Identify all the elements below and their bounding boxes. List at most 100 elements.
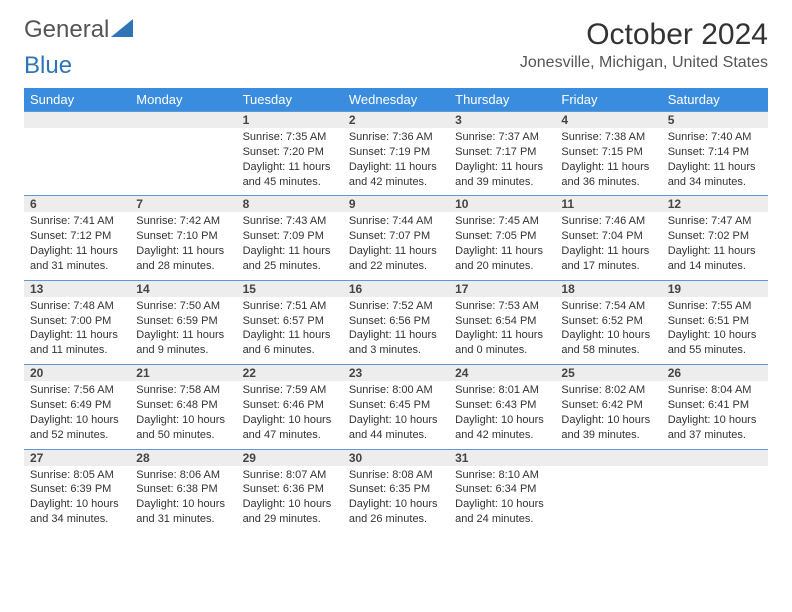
day-23-info: Sunrise: 8:00 AMSunset: 6:45 PMDaylight:… bbox=[343, 381, 449, 449]
dow-monday: Monday bbox=[130, 88, 236, 112]
day-2-sr: Sunrise: 7:36 AM bbox=[349, 130, 443, 145]
day-22-sr: Sunrise: 7:59 AM bbox=[243, 383, 337, 398]
dow-sunday: Sunday bbox=[24, 88, 130, 112]
daynum-23: 23 bbox=[343, 365, 449, 382]
day-8-sr: Sunrise: 7:43 AM bbox=[243, 214, 337, 229]
day-5-info: Sunrise: 7:40 AMSunset: 7:14 PMDaylight:… bbox=[662, 128, 768, 196]
day-21-dl2: and 50 minutes. bbox=[136, 428, 230, 443]
day-9-info: Sunrise: 7:44 AMSunset: 7:07 PMDaylight:… bbox=[343, 212, 449, 280]
day-14-sr: Sunrise: 7:50 AM bbox=[136, 299, 230, 314]
day-27-ss: Sunset: 6:39 PM bbox=[30, 482, 124, 497]
day-29-info: Sunrise: 8:07 AMSunset: 6:36 PMDaylight:… bbox=[237, 466, 343, 533]
day-27-info: Sunrise: 8:05 AMSunset: 6:39 PMDaylight:… bbox=[24, 466, 130, 533]
day-1-sr: Sunrise: 7:35 AM bbox=[243, 130, 337, 145]
day-3-info: Sunrise: 7:37 AMSunset: 7:17 PMDaylight:… bbox=[449, 128, 555, 196]
day-22-info: Sunrise: 7:59 AMSunset: 6:46 PMDaylight:… bbox=[237, 381, 343, 449]
day-21-info: Sunrise: 7:58 AMSunset: 6:48 PMDaylight:… bbox=[130, 381, 236, 449]
day-25-dl2: and 39 minutes. bbox=[561, 428, 655, 443]
daynum-24: 24 bbox=[449, 365, 555, 382]
day-1-info: Sunrise: 7:35 AMSunset: 7:20 PMDaylight:… bbox=[237, 128, 343, 196]
day-15-sr: Sunrise: 7:51 AM bbox=[243, 299, 337, 314]
week-1-body: Sunrise: 7:41 AMSunset: 7:12 PMDaylight:… bbox=[24, 212, 768, 280]
day-4-info: Sunrise: 7:38 AMSunset: 7:15 PMDaylight:… bbox=[555, 128, 661, 196]
day-9-dl1: Daylight: 11 hours bbox=[349, 244, 443, 259]
empty-cell bbox=[662, 449, 768, 466]
day-1-ss: Sunset: 7:20 PM bbox=[243, 145, 337, 160]
day-30-sr: Sunrise: 8:08 AM bbox=[349, 468, 443, 483]
day-27-sr: Sunrise: 8:05 AM bbox=[30, 468, 124, 483]
day-5-ss: Sunset: 7:14 PM bbox=[668, 145, 762, 160]
day-11-sr: Sunrise: 7:46 AM bbox=[561, 214, 655, 229]
day-2-ss: Sunset: 7:19 PM bbox=[349, 145, 443, 160]
week-1-daynums: 6789101112 bbox=[24, 196, 768, 213]
daynum-4: 4 bbox=[555, 112, 661, 129]
day-9-dl2: and 22 minutes. bbox=[349, 259, 443, 274]
day-28-dl1: Daylight: 10 hours bbox=[136, 497, 230, 512]
day-3-dl2: and 39 minutes. bbox=[455, 175, 549, 190]
daynum-8: 8 bbox=[237, 196, 343, 213]
day-30-dl2: and 26 minutes. bbox=[349, 512, 443, 527]
daynum-12: 12 bbox=[662, 196, 768, 213]
dow-saturday: Saturday bbox=[662, 88, 768, 112]
day-29-sr: Sunrise: 8:07 AM bbox=[243, 468, 337, 483]
day-18-sr: Sunrise: 7:54 AM bbox=[561, 299, 655, 314]
day-9-ss: Sunset: 7:07 PM bbox=[349, 229, 443, 244]
day-26-dl1: Daylight: 10 hours bbox=[668, 413, 762, 428]
day-31-ss: Sunset: 6:34 PM bbox=[455, 482, 549, 497]
daynum-14: 14 bbox=[130, 280, 236, 297]
day-12-sr: Sunrise: 7:47 AM bbox=[668, 214, 762, 229]
day-30-info: Sunrise: 8:08 AMSunset: 6:35 PMDaylight:… bbox=[343, 466, 449, 533]
calendar-page: General October 2024 Jonesville, Michiga… bbox=[0, 0, 792, 551]
day-23-sr: Sunrise: 8:00 AM bbox=[349, 383, 443, 398]
day-30-dl1: Daylight: 10 hours bbox=[349, 497, 443, 512]
daynum-15: 15 bbox=[237, 280, 343, 297]
day-7-dl1: Daylight: 11 hours bbox=[136, 244, 230, 259]
day-29-dl2: and 29 minutes. bbox=[243, 512, 337, 527]
daynum-21: 21 bbox=[130, 365, 236, 382]
day-25-info: Sunrise: 8:02 AMSunset: 6:42 PMDaylight:… bbox=[555, 381, 661, 449]
day-1-dl1: Daylight: 11 hours bbox=[243, 160, 337, 175]
day-14-info: Sunrise: 7:50 AMSunset: 6:59 PMDaylight:… bbox=[130, 297, 236, 365]
day-14-ss: Sunset: 6:59 PM bbox=[136, 314, 230, 329]
week-3-body: Sunrise: 7:56 AMSunset: 6:49 PMDaylight:… bbox=[24, 381, 768, 449]
day-26-sr: Sunrise: 8:04 AM bbox=[668, 383, 762, 398]
location: Jonesville, Michigan, United States bbox=[520, 54, 768, 72]
day-3-ss: Sunset: 7:17 PM bbox=[455, 145, 549, 160]
day-10-dl1: Daylight: 11 hours bbox=[455, 244, 549, 259]
day-19-sr: Sunrise: 7:55 AM bbox=[668, 299, 762, 314]
day-4-sr: Sunrise: 7:38 AM bbox=[561, 130, 655, 145]
day-8-info: Sunrise: 7:43 AMSunset: 7:09 PMDaylight:… bbox=[237, 212, 343, 280]
empty-cell bbox=[130, 128, 236, 196]
day-3-dl1: Daylight: 11 hours bbox=[455, 160, 549, 175]
calendar-table: SundayMondayTuesdayWednesdayThursdayFrid… bbox=[24, 88, 768, 533]
day-13-sr: Sunrise: 7:48 AM bbox=[30, 299, 124, 314]
day-13-dl1: Daylight: 11 hours bbox=[30, 328, 124, 343]
day-14-dl1: Daylight: 11 hours bbox=[136, 328, 230, 343]
daynum-18: 18 bbox=[555, 280, 661, 297]
day-27-dl1: Daylight: 10 hours bbox=[30, 497, 124, 512]
day-11-ss: Sunset: 7:04 PM bbox=[561, 229, 655, 244]
day-25-dl1: Daylight: 10 hours bbox=[561, 413, 655, 428]
day-17-dl1: Daylight: 11 hours bbox=[455, 328, 549, 343]
daynum-26: 26 bbox=[662, 365, 768, 382]
day-31-dl1: Daylight: 10 hours bbox=[455, 497, 549, 512]
day-6-sr: Sunrise: 7:41 AM bbox=[30, 214, 124, 229]
day-13-dl2: and 11 minutes. bbox=[30, 343, 124, 358]
day-15-info: Sunrise: 7:51 AMSunset: 6:57 PMDaylight:… bbox=[237, 297, 343, 365]
dow-thursday: Thursday bbox=[449, 88, 555, 112]
day-23-dl1: Daylight: 10 hours bbox=[349, 413, 443, 428]
day-2-dl1: Daylight: 11 hours bbox=[349, 160, 443, 175]
empty-cell bbox=[555, 466, 661, 533]
day-12-dl2: and 14 minutes. bbox=[668, 259, 762, 274]
brand-triangle-icon bbox=[111, 18, 133, 42]
day-28-ss: Sunset: 6:38 PM bbox=[136, 482, 230, 497]
day-18-ss: Sunset: 6:52 PM bbox=[561, 314, 655, 329]
day-20-sr: Sunrise: 7:56 AM bbox=[30, 383, 124, 398]
day-7-ss: Sunset: 7:10 PM bbox=[136, 229, 230, 244]
dow-tuesday: Tuesday bbox=[237, 88, 343, 112]
daynum-3: 3 bbox=[449, 112, 555, 129]
day-8-dl1: Daylight: 11 hours bbox=[243, 244, 337, 259]
calendar-body: 12345Sunrise: 7:35 AMSunset: 7:20 PMDayl… bbox=[24, 112, 768, 533]
day-14-dl2: and 9 minutes. bbox=[136, 343, 230, 358]
day-2-dl2: and 42 minutes. bbox=[349, 175, 443, 190]
